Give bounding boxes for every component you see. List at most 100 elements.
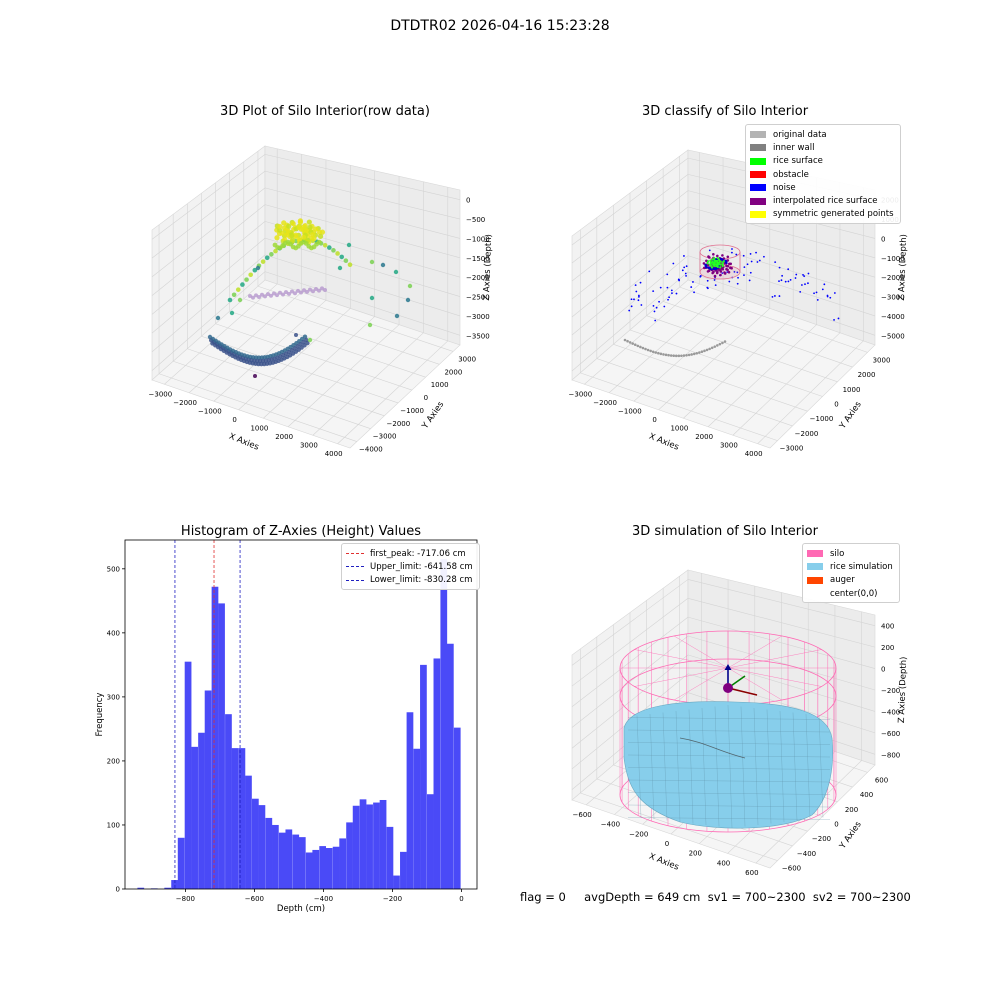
p2-xtick: 1000 xyxy=(670,424,688,432)
class-point-noise xyxy=(749,271,752,274)
legend-swatch xyxy=(750,157,766,165)
class-point-wall xyxy=(639,345,642,349)
rice-mesh-line xyxy=(714,706,720,827)
histogram-bar xyxy=(177,837,185,889)
p4-xtick: −200 xyxy=(629,830,648,838)
histogram-bar xyxy=(258,805,266,889)
p1-grid-y xyxy=(173,360,371,429)
raw-point-mid xyxy=(255,265,261,271)
legend-entry-interpolated-rice-surface: interpolated rice surface xyxy=(750,194,894,207)
class-point-rice xyxy=(714,263,717,266)
legend-swatch xyxy=(750,197,766,205)
class-point-interp xyxy=(711,271,714,275)
class-point-noise xyxy=(784,280,787,283)
raw-point-top xyxy=(274,235,280,241)
raw-point-top xyxy=(284,232,290,238)
histogram-bar xyxy=(292,834,300,889)
p1-ytick: 3000 xyxy=(458,355,476,363)
rice-mesh-line xyxy=(753,707,759,826)
p4-xlabel: X Axies xyxy=(647,852,680,873)
class-point-noise xyxy=(774,261,777,264)
plot4-title: 3D simulation of Silo Interior xyxy=(632,524,818,539)
class-point-noise xyxy=(671,292,673,295)
class-point-noise xyxy=(706,279,709,282)
p4-ztick: −600 xyxy=(881,730,900,738)
raw-point-low xyxy=(253,374,257,378)
class-point-noise xyxy=(789,278,792,281)
class-point-noise xyxy=(683,266,686,269)
p2-ytick: −3000 xyxy=(780,445,804,453)
p2-grid-z xyxy=(571,157,689,246)
p1-grid-y xyxy=(201,335,399,404)
p2-grid-z xyxy=(687,206,876,259)
class-point-noise xyxy=(654,319,657,322)
raw-point-top xyxy=(308,235,315,241)
p1-grid-z xyxy=(151,154,266,240)
p1-xtick: 4000 xyxy=(325,450,343,458)
class-point-rice xyxy=(719,263,722,266)
p1-grid-z xyxy=(151,187,266,278)
class-point-interp xyxy=(719,270,723,273)
p4-ytick: 0 xyxy=(834,821,838,829)
histogram-bar xyxy=(339,838,347,889)
p1-xtick: 2000 xyxy=(275,433,293,441)
legend-entry-upper-limit: Upper_limit: -641.58 cm xyxy=(346,560,473,573)
raw-point-top xyxy=(286,223,292,229)
class-point-noise xyxy=(639,281,642,284)
class-point-noise xyxy=(821,288,824,291)
class-point-noise xyxy=(630,305,633,308)
class-point-wall xyxy=(690,353,693,356)
p4-ytick: 200 xyxy=(845,806,858,814)
raw-point-top xyxy=(296,224,302,231)
rice-mesh-line xyxy=(701,707,707,826)
class-point-interp xyxy=(727,270,731,274)
class-point-noise xyxy=(713,279,716,281)
class-point-noise xyxy=(630,298,633,301)
legend-label: inner wall xyxy=(773,142,815,153)
p4-xtick: −600 xyxy=(573,811,592,819)
p1-grid-x xyxy=(263,316,375,419)
class-point-noise xyxy=(675,292,678,295)
raw-point-band xyxy=(278,290,282,295)
raw-point-band xyxy=(257,295,261,300)
p1-grid-z xyxy=(264,271,461,336)
raw-point-mid xyxy=(322,242,328,248)
histogram-ylabel: Frequency xyxy=(95,693,105,737)
p2-grid-y xyxy=(663,301,853,368)
raw-point-band xyxy=(284,290,288,295)
histogram-bar xyxy=(191,746,198,889)
rice-mesh-line xyxy=(627,804,831,808)
class-point-noise xyxy=(813,292,815,295)
histogram-bar xyxy=(346,822,353,889)
class-point-noise xyxy=(833,319,835,321)
raw-point-mid xyxy=(240,282,245,287)
p1-ytick: −3000 xyxy=(373,433,397,441)
p1-xtick: 3000 xyxy=(300,441,318,449)
class-point-noise xyxy=(799,290,802,293)
p2-grid-y xyxy=(629,329,823,397)
p2-xtick: 2000 xyxy=(695,433,713,441)
class-point-wall xyxy=(633,343,637,347)
legend-label: original data xyxy=(773,129,827,140)
silo-wire-spoke xyxy=(727,667,822,687)
p1-grid-y xyxy=(215,323,412,391)
class-point-noise xyxy=(638,295,640,298)
raw-point-band xyxy=(275,293,279,298)
raw-point-mid xyxy=(346,242,352,248)
p1-ztick: −2500 xyxy=(466,294,490,302)
class-point-noise xyxy=(655,306,658,309)
class-point-wall xyxy=(654,351,658,354)
class-point-rice xyxy=(711,263,715,266)
legend-label: auger xyxy=(830,575,855,586)
class-point-noise xyxy=(795,273,798,276)
legend-entry-original-data: original data xyxy=(750,128,894,141)
p1-xtick: 1000 xyxy=(250,424,268,432)
class-point-interp xyxy=(707,255,710,258)
raw-point-top xyxy=(293,232,299,238)
p1-zlabel: Z Axies (Depth) xyxy=(482,234,494,301)
p2-ytick: 3000 xyxy=(873,356,891,364)
p1-ytick: 0 xyxy=(424,394,428,402)
raw-point-band xyxy=(263,294,267,299)
raw-point-band xyxy=(323,288,327,292)
p2-ytick: −1000 xyxy=(810,415,834,423)
